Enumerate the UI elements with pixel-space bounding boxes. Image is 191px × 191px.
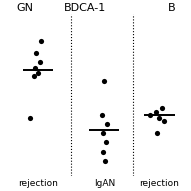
- Point: [100, 113, 103, 116]
- Point: [103, 79, 106, 82]
- Point: [158, 116, 161, 119]
- Point: [149, 113, 152, 116]
- Point: [154, 110, 157, 113]
- Text: B: B: [168, 3, 176, 13]
- Point: [163, 119, 166, 122]
- Point: [156, 132, 159, 135]
- Point: [105, 122, 108, 125]
- Point: [104, 141, 108, 144]
- Point: [39, 39, 42, 42]
- Point: [32, 74, 35, 78]
- Point: [104, 159, 107, 163]
- Point: [101, 132, 104, 135]
- Point: [29, 116, 32, 119]
- Point: [38, 61, 41, 64]
- Point: [36, 71, 40, 74]
- Point: [160, 107, 163, 110]
- Point: [34, 67, 37, 70]
- Point: [102, 150, 105, 153]
- Point: [35, 51, 38, 54]
- Text: BDCA-1: BDCA-1: [64, 3, 106, 13]
- Text: GN: GN: [16, 3, 33, 13]
